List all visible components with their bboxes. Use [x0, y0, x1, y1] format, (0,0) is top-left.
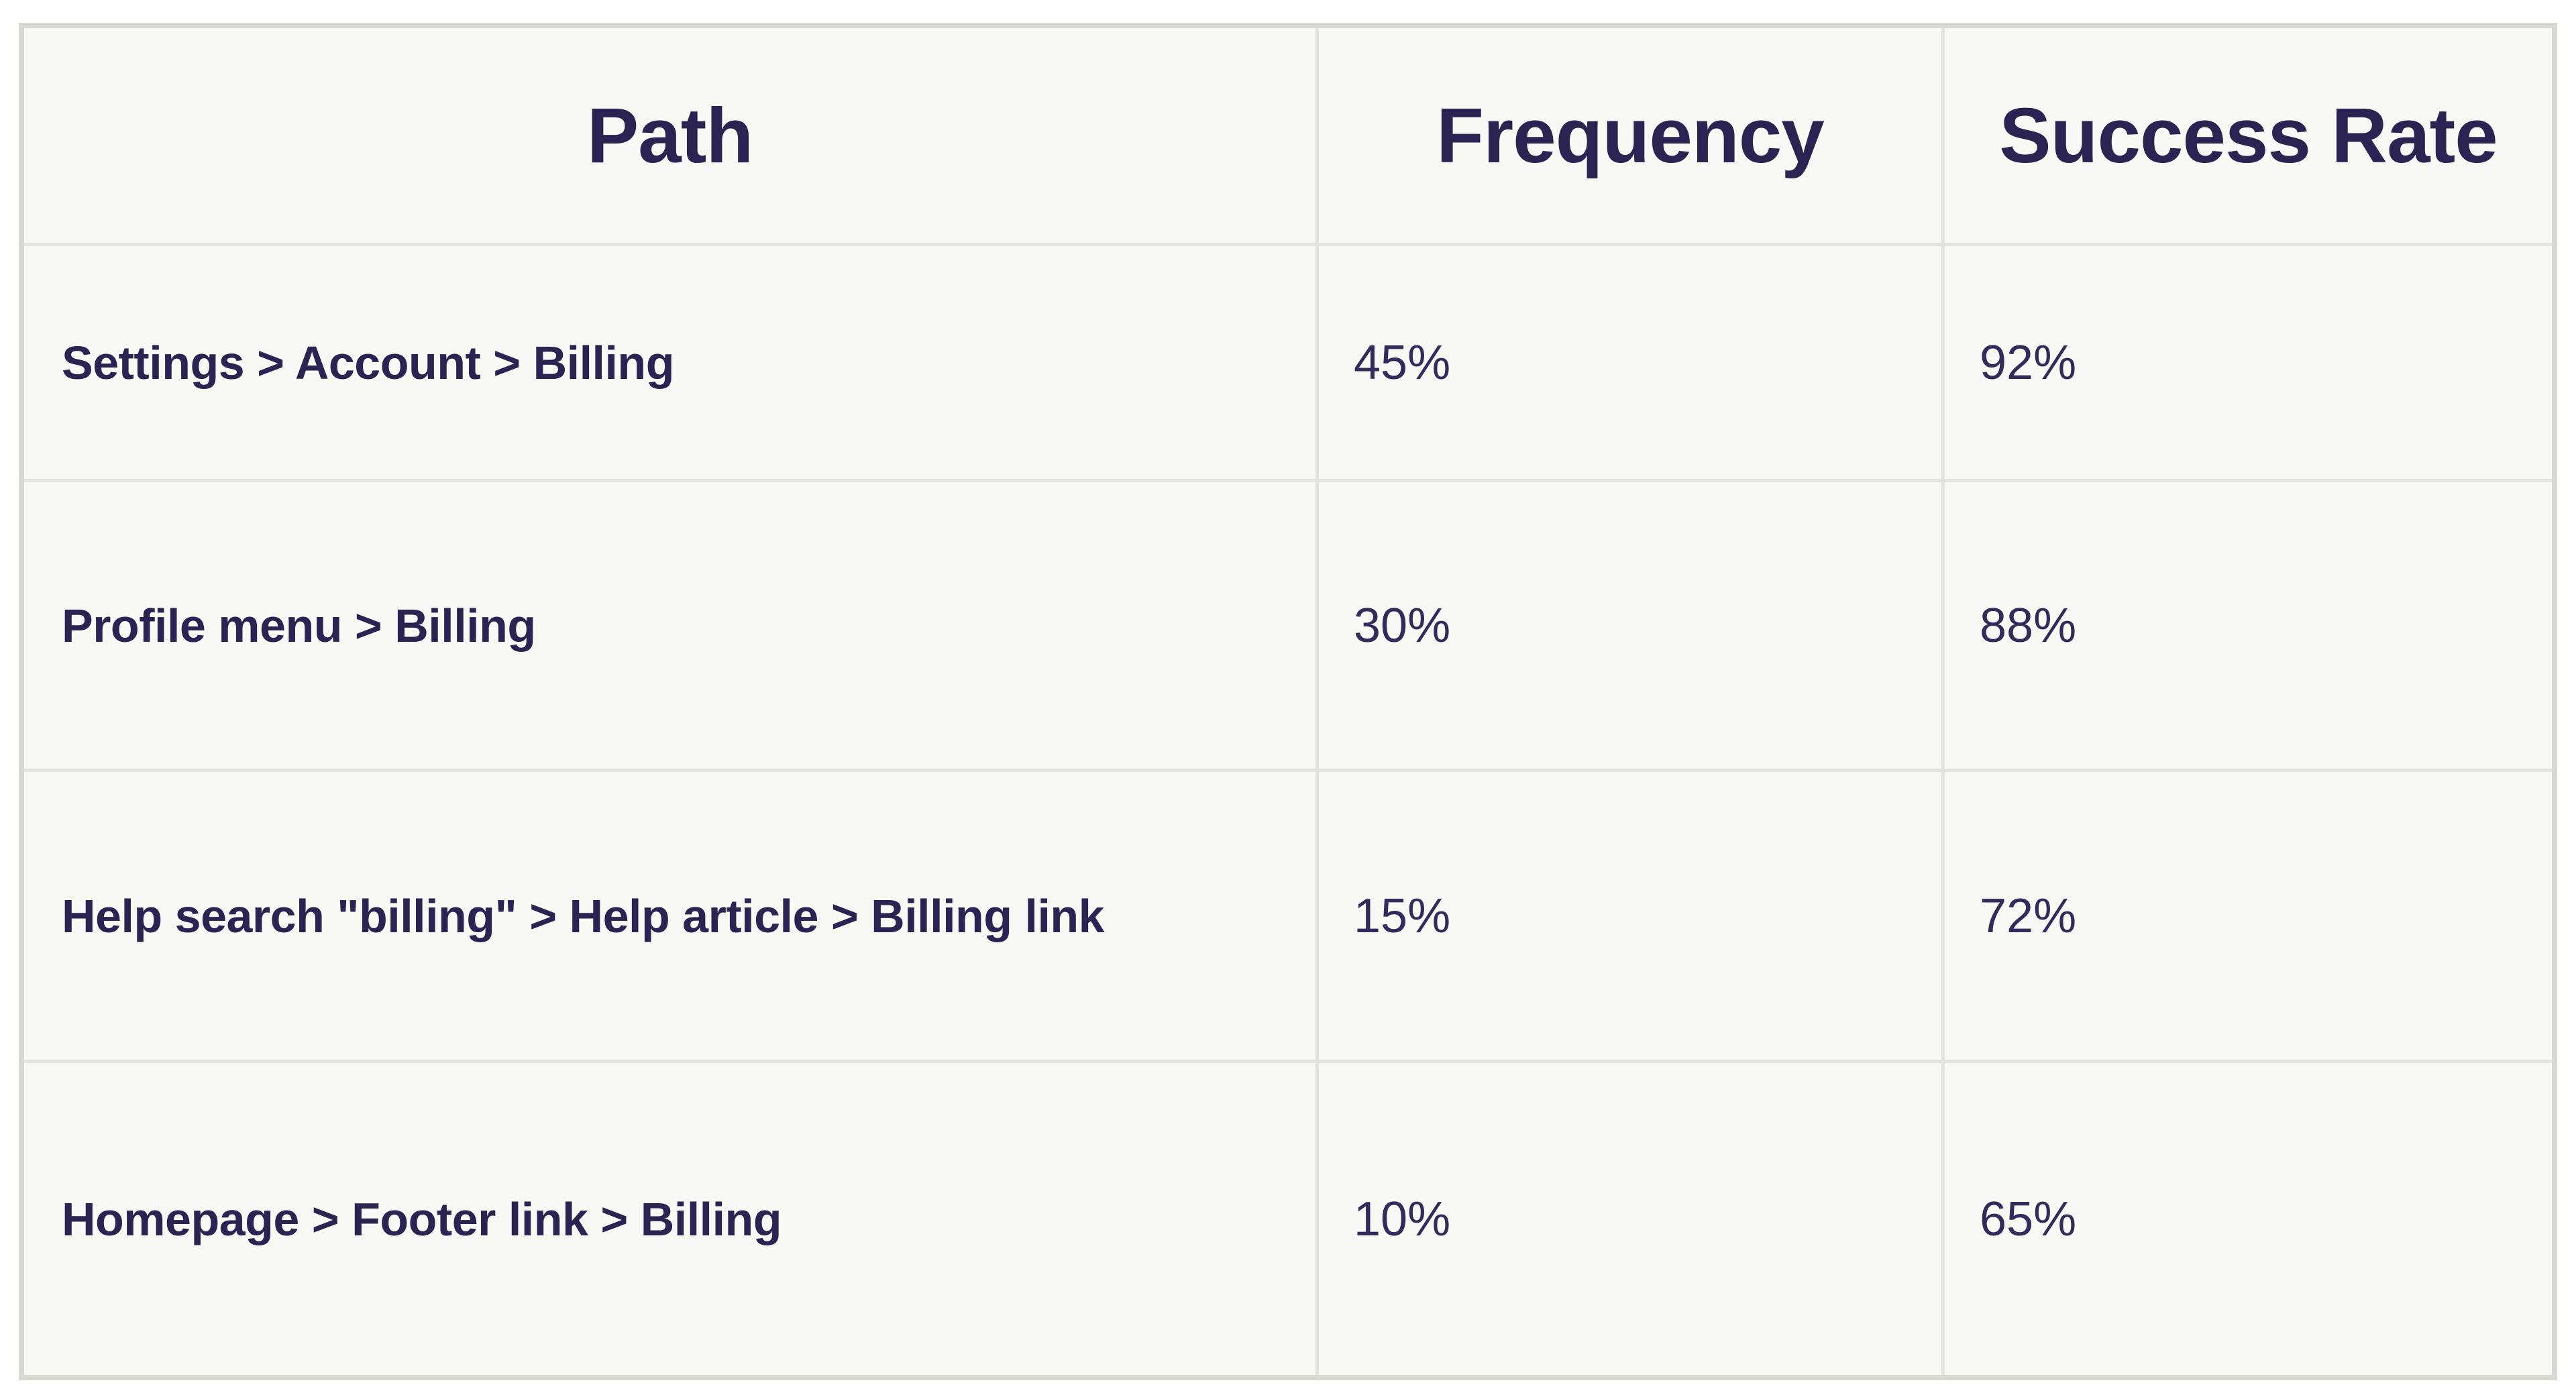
table-row-4-success-rate-cell: 65% — [1945, 1063, 2552, 1375]
frequency-value: 45% — [1354, 335, 1451, 390]
success-rate-value: 65% — [1980, 1192, 2077, 1246]
table-row-2-frequency-cell: 30% — [1319, 482, 1945, 772]
table-row-4-path-cell: Homepage > Footer link > Billing — [24, 1063, 1319, 1375]
table-row-4-frequency-cell: 10% — [1319, 1063, 1945, 1375]
table-row-2-success-rate-cell: 88% — [1945, 482, 2552, 772]
frequency-value: 15% — [1354, 889, 1451, 943]
table-row-3-frequency-cell: 15% — [1319, 772, 1945, 1063]
column-header-path-label: Path — [586, 92, 753, 179]
success-rate-value: 72% — [1980, 889, 2077, 943]
table-row-1-frequency-cell: 45% — [1319, 246, 1945, 482]
path-text: Homepage > Footer link > Billing — [62, 1192, 782, 1245]
column-header-frequency-label: Frequency — [1436, 92, 1825, 179]
column-header-path: Path — [24, 28, 1319, 246]
table-row-3-path-cell: Help search "billing" > Help article > B… — [24, 772, 1319, 1063]
path-text: Settings > Account > Billing — [62, 336, 674, 389]
success-rate-value: 92% — [1980, 335, 2077, 390]
path-text: Profile menu > Billing — [62, 599, 536, 652]
paths-table: Path Frequency Success Rate Settings > A… — [19, 23, 2557, 1380]
column-header-success-rate: Success Rate — [1945, 28, 2552, 246]
table-row-2-path-cell: Profile menu > Billing — [24, 482, 1319, 772]
success-rate-value: 88% — [1980, 598, 2077, 653]
table-row-1-success-rate-cell: 92% — [1945, 246, 2552, 482]
path-text: Help search "billing" > Help article > B… — [62, 889, 1105, 942]
column-header-frequency: Frequency — [1319, 28, 1945, 246]
table-row-1-path-cell: Settings > Account > Billing — [24, 246, 1319, 482]
column-header-success-rate-label: Success Rate — [1999, 92, 2498, 179]
table-row-3-success-rate-cell: 72% — [1945, 772, 2552, 1063]
frequency-value: 30% — [1354, 598, 1451, 653]
frequency-value: 10% — [1354, 1192, 1451, 1246]
